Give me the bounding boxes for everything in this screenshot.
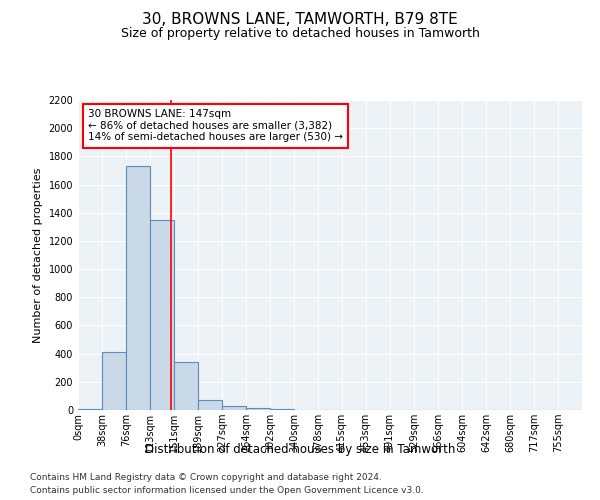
Bar [126, 166, 150, 410]
Y-axis label: Number of detached properties: Number of detached properties [33, 168, 43, 342]
Bar [174, 362, 198, 410]
Bar [270, 408, 294, 410]
Text: Contains HM Land Registry data © Crown copyright and database right 2024.: Contains HM Land Registry data © Crown c… [30, 472, 382, 482]
Bar [246, 408, 270, 410]
Bar [198, 400, 222, 410]
Text: 30 BROWNS LANE: 147sqm
← 86% of detached houses are smaller (3,382)
14% of semi-: 30 BROWNS LANE: 147sqm ← 86% of detached… [88, 110, 343, 142]
Text: 30, BROWNS LANE, TAMWORTH, B79 8TE: 30, BROWNS LANE, TAMWORTH, B79 8TE [142, 12, 458, 28]
Bar [102, 352, 126, 410]
Text: Size of property relative to detached houses in Tamworth: Size of property relative to detached ho… [121, 28, 479, 40]
Bar [78, 408, 102, 410]
Text: Distribution of detached houses by size in Tamworth: Distribution of detached houses by size … [145, 442, 455, 456]
Bar [150, 220, 174, 410]
Bar [222, 406, 246, 410]
Text: Contains public sector information licensed under the Open Government Licence v3: Contains public sector information licen… [30, 486, 424, 495]
